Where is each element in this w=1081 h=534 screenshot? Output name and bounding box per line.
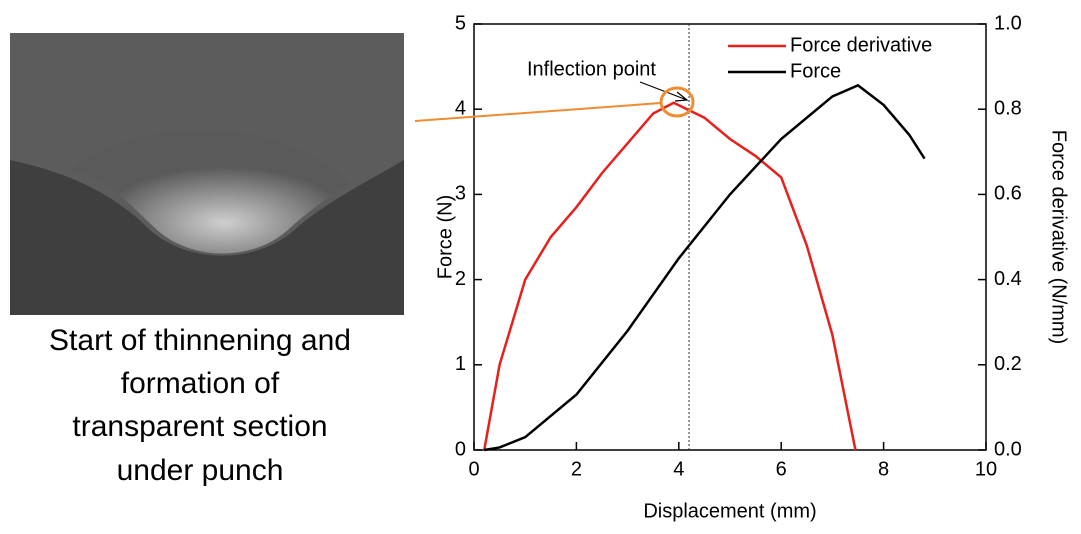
series-line bbox=[484, 103, 855, 450]
legend-label: Force derivative bbox=[790, 34, 932, 56]
y2-axis-label: Force derivative (N/mm) bbox=[1048, 130, 1070, 344]
caption-line: transparent section bbox=[72, 410, 327, 443]
x-axis-label: Displacement (mm) bbox=[643, 500, 816, 522]
annotation-arrow bbox=[640, 82, 687, 101]
y2-tick-label: 0.8 bbox=[994, 97, 1022, 119]
x-tick-label: 10 bbox=[975, 458, 997, 480]
y-tick-label: 5 bbox=[455, 12, 466, 34]
y2-tick-label: 1.0 bbox=[994, 12, 1022, 34]
x-tick-label: 2 bbox=[571, 458, 582, 480]
x-tick-label: 0 bbox=[468, 458, 479, 480]
legend-label: Force bbox=[790, 60, 841, 82]
x-tick-label: 6 bbox=[776, 458, 787, 480]
x-tick-label: 8 bbox=[878, 458, 889, 480]
y2-tick-label: 0.2 bbox=[994, 353, 1022, 375]
y-tick-label: 4 bbox=[455, 97, 466, 119]
caption-line: under punch bbox=[117, 454, 284, 487]
y2-tick-label: 0.0 bbox=[994, 438, 1022, 460]
x-tick-label: 4 bbox=[673, 458, 684, 480]
page: Start of thinnening and formation of tra… bbox=[0, 0, 1081, 534]
caption-line: formation of bbox=[121, 367, 280, 400]
y2-tick-label: 0.6 bbox=[994, 183, 1022, 205]
y-tick-label: 2 bbox=[455, 268, 466, 290]
y-tick-label: 1 bbox=[455, 353, 466, 375]
y2-tick-label: 0.4 bbox=[994, 268, 1022, 290]
photo bbox=[10, 33, 404, 315]
y-tick-label: 0 bbox=[455, 438, 466, 460]
caption-line: Start of thinnening and bbox=[49, 324, 351, 357]
series-line bbox=[484, 85, 924, 450]
annotation-text: Inflection point bbox=[527, 58, 656, 80]
connector bbox=[415, 103, 661, 121]
y-axis-label: Force (N) bbox=[434, 195, 456, 279]
y-tick-label: 3 bbox=[455, 183, 466, 205]
figure: Start of thinnening and formation of tra… bbox=[0, 0, 1081, 529]
